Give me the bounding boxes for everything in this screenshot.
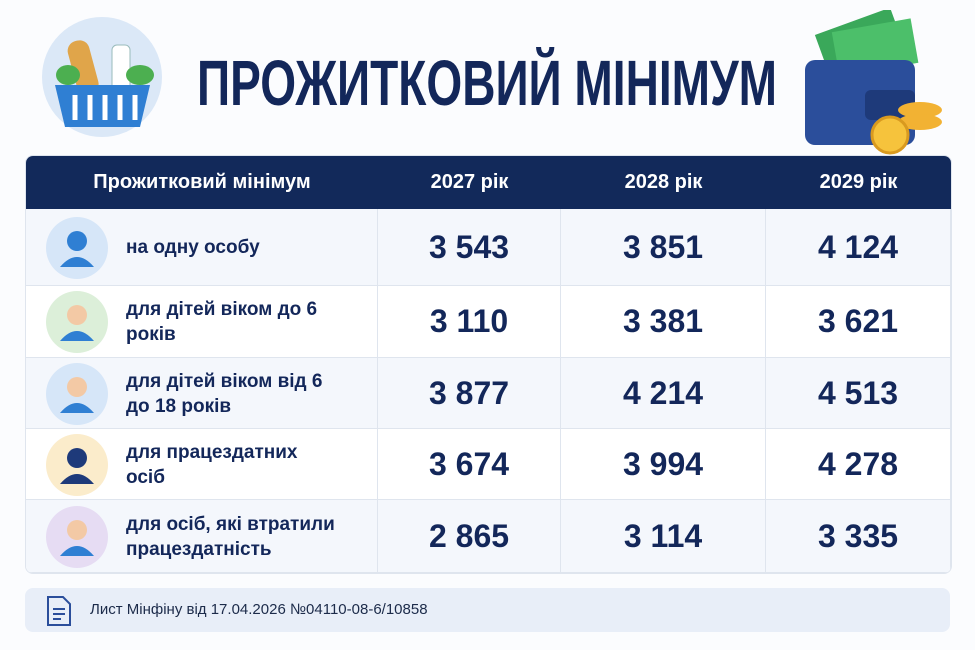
row-icon [46,433,108,496]
value: 3 381 [622,303,704,339]
row-icon [46,362,108,425]
row-label: для осіб, які втратили працездатність [126,513,335,560]
column-header: Прожитковий мінімум [26,156,379,209]
value-cell: 3 543 [378,209,561,286]
footer-note: Лист Мінфіну від 17.04.2026 №04110-08-6/… [90,601,428,618]
value: 2 865 [428,517,510,554]
value: 3 543 [428,228,510,265]
row-label-cell: для осіб, які втратили працездатність [26,500,378,573]
value-cell: 3 877 [378,358,561,429]
basket-icon [42,17,162,137]
value: 3 110 [429,303,509,339]
row-label: на одну особу [126,237,260,258]
value: 3 335 [817,517,899,554]
row-label-cell: на одну особу [26,209,378,286]
value: 3 114 [623,517,703,554]
row-icon [46,505,108,568]
table: Прожитковий мінімум 2027 рік 2028 рік 2029 … [25,155,952,574]
row-icon [46,216,108,279]
value-cell: 3 110 [378,286,561,358]
row-label: для дітей віком від 6 до 18 років [126,370,323,417]
value-cell: 4 513 [766,358,951,429]
value: 3 621 [817,303,899,339]
column-header: 2027 рік [378,156,562,209]
value-cell: 3 381 [561,286,766,358]
value-cell: 4 278 [766,429,951,500]
value-cell: 3 621 [766,286,951,358]
row-label-cell: для дітей віком від 6 до 18 років [26,358,378,429]
value-cell: 4 214 [561,358,766,429]
wallet-icon [805,10,942,155]
value: 3 674 [428,445,510,482]
title: ПРОЖИТКОВИЙ МІНІМУМ [197,46,777,119]
column-header: 2029 рік [766,156,951,209]
value: 3 994 [622,445,704,482]
value-cell: 3 674 [378,429,561,500]
value-cell: 2 865 [378,500,561,573]
value-cell: 3 335 [766,500,951,573]
row-label: для працездатних осіб [126,441,298,488]
value: 4 214 [622,374,704,411]
column-header: 2028 рік [561,156,767,209]
doc-icon [47,596,71,626]
value: 4 278 [817,445,899,482]
footer: Лист Мінфіну від 17.04.2026 №04110-08-6/… [25,588,950,632]
value: 4 124 [817,228,899,265]
value: 4 513 [817,374,899,411]
value-cell: 4 124 [766,209,951,286]
row-label-cell: для дітей віком до 6 років [26,286,378,358]
value-cell: 3 994 [561,429,766,500]
value: 3 851 [622,228,704,265]
row-icon [46,291,108,353]
row-label: для дітей віком до 6 років [126,299,318,345]
row-label-cell: для працездатних осіб [26,429,378,500]
value-cell: 3 114 [561,500,766,573]
value: 3 877 [428,374,510,411]
title-box: ПРОЖИТКОВИЙ МІНІМУМ [197,46,777,119]
value-cell: 3 851 [561,209,766,286]
